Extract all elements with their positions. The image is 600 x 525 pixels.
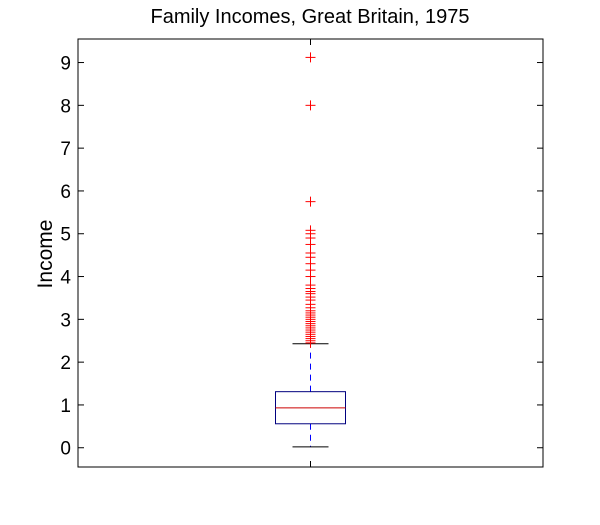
y-axis-label: Income bbox=[34, 220, 57, 289]
outlier-markers bbox=[305, 52, 316, 348]
y-tick-label: 8 bbox=[60, 96, 71, 117]
box-plot bbox=[275, 343, 346, 448]
y-axis-ticks: 0 1 2 3 4 5 6 7 8 9 bbox=[60, 39, 543, 467]
outlier-point bbox=[305, 100, 316, 111]
chart-title: Family Incomes, Great Britain, 1975 bbox=[150, 6, 469, 28]
y-tick-label: 7 bbox=[60, 139, 71, 160]
y-tick-label: 4 bbox=[60, 268, 71, 289]
outlier-point bbox=[305, 225, 316, 236]
outlier-point bbox=[305, 52, 316, 63]
y-tick-label: 2 bbox=[60, 353, 71, 374]
outlier-point bbox=[305, 248, 316, 258]
outlier-point bbox=[305, 196, 316, 207]
y-tick-label: 1 bbox=[60, 396, 71, 417]
y-tick-label: 9 bbox=[60, 54, 71, 75]
y-tick-label: 6 bbox=[60, 182, 71, 203]
outlier-point bbox=[305, 280, 316, 291]
y-tick-label: 0 bbox=[60, 439, 71, 460]
y-tick-label: 5 bbox=[60, 225, 71, 246]
y-tick-label: 3 bbox=[60, 310, 71, 331]
